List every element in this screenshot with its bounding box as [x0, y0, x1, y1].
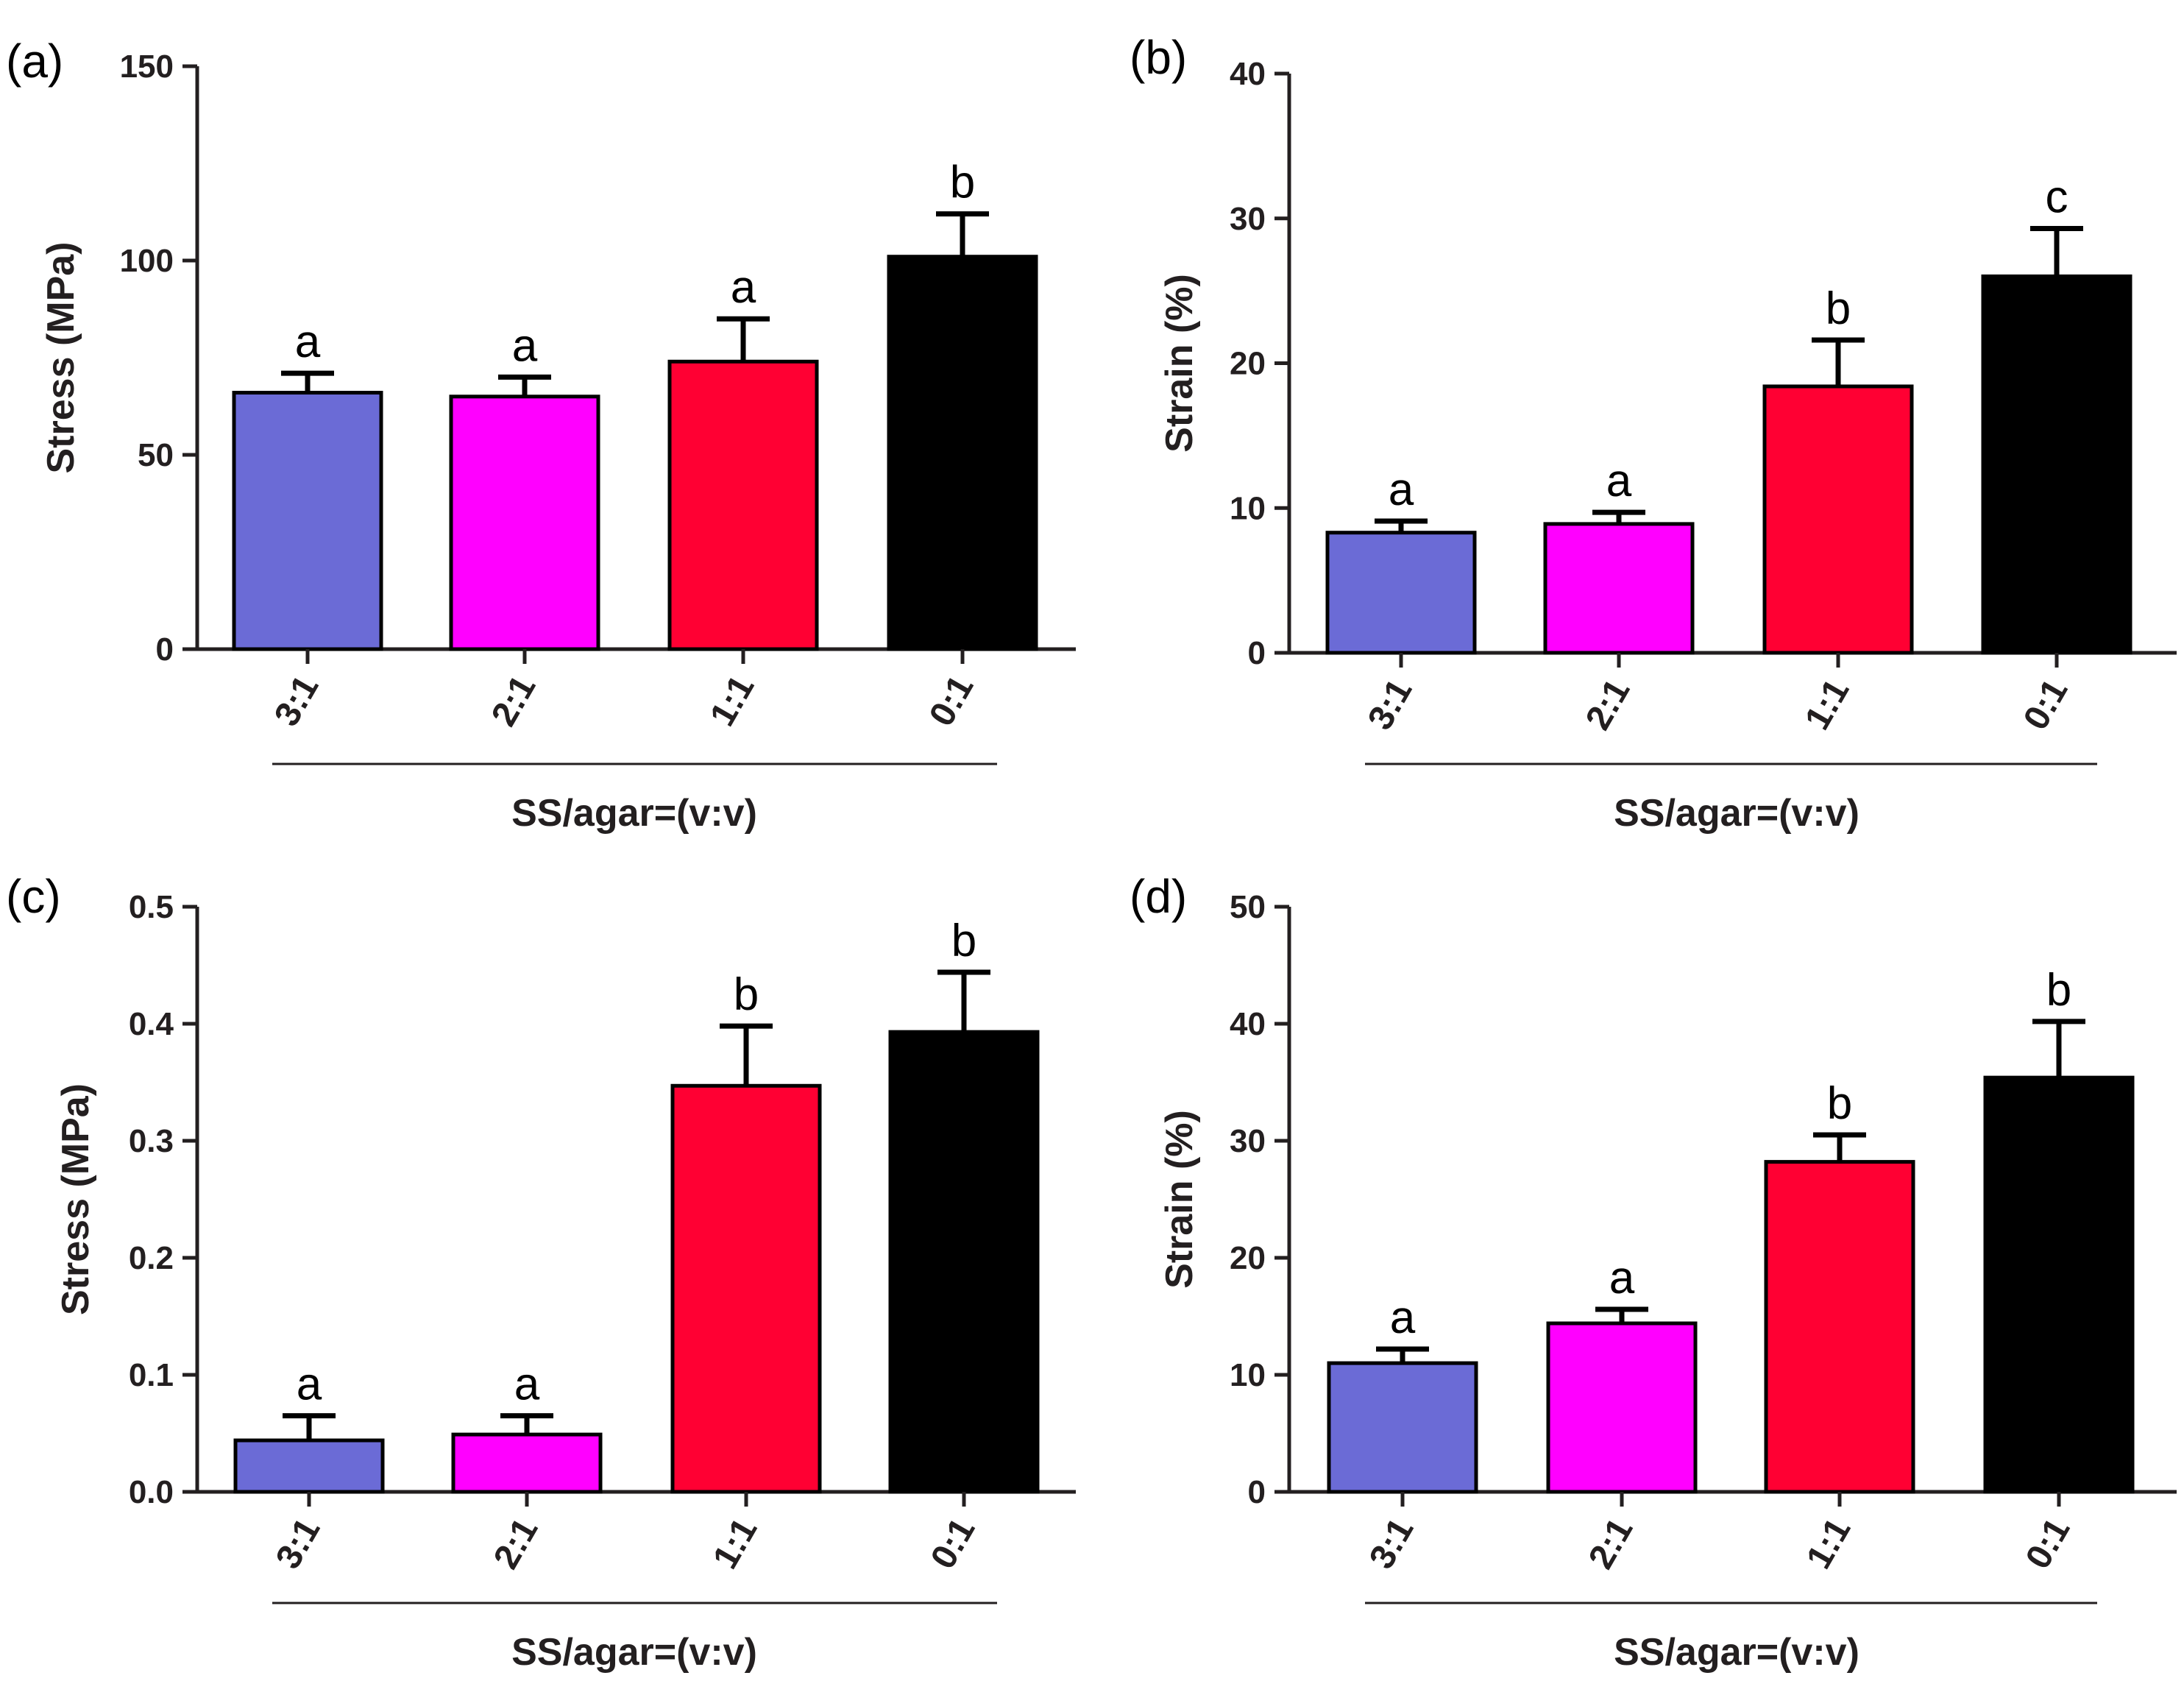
significance-letter: a [1606, 456, 1632, 506]
category-label: 0:1 [2018, 1512, 2078, 1576]
y-tick-label: 0.5 [129, 889, 174, 925]
bar [449, 394, 600, 651]
category-label: 2:1 [484, 669, 544, 733]
significance-letter: b [734, 969, 759, 1020]
category-label: 2:1 [486, 1512, 546, 1576]
bar [1983, 1075, 2135, 1494]
significance-letter: a [1390, 1292, 1416, 1343]
significance-letter: a [297, 1359, 322, 1410]
category-label: 3:1 [1361, 673, 1420, 737]
category-label: 1:1 [703, 669, 762, 733]
significance-letter: a [731, 262, 756, 313]
significance-letter: a [1609, 1253, 1635, 1303]
significance-letter: a [514, 1359, 540, 1410]
y-axis-title: Stress (MPa) [40, 242, 82, 474]
significance-letter: b [1827, 1078, 1852, 1129]
bar [1762, 384, 1914, 655]
y-tick-label: 0 [1248, 1474, 1266, 1510]
bar [670, 1083, 822, 1494]
y-axis-title: Strain (%) [1158, 1110, 1201, 1289]
x-axis-title: SS/agar=(v:v) [1614, 792, 1859, 835]
y-tick-label: 20 [1230, 1240, 1266, 1276]
y-tick-label: 20 [1230, 346, 1266, 382]
y-tick-label: 30 [1230, 1123, 1266, 1159]
category-label: 3:1 [1362, 1512, 1422, 1576]
y-axis-title: Stress (MPa) [54, 1083, 97, 1315]
category-label: 3:1 [267, 669, 327, 733]
panel-label: (c) [6, 870, 61, 923]
panel-label: (b) [1130, 31, 1187, 84]
significance-letter: a [295, 316, 321, 367]
bar [1327, 1361, 1478, 1494]
category-label: 1:1 [1799, 1512, 1859, 1576]
bar [1325, 531, 1477, 655]
chart-panel-c: (c) 0.0 0.1 0.2 0.3 0.4 0.5 Stress (MPa) a 3:1 a 2:… [6, 870, 1076, 1674]
y-tick-label: 40 [1230, 56, 1266, 92]
y-tick-label: 50 [138, 437, 174, 473]
bar [1546, 1321, 1698, 1494]
bar [887, 255, 1038, 651]
bar [1981, 274, 2132, 655]
y-axis-title: Strain (%) [1158, 274, 1201, 453]
significance-letter: b [950, 158, 975, 208]
y-tick-label: 40 [1230, 1006, 1266, 1042]
panel-label: (d) [1130, 870, 1187, 923]
x-axis-title: SS/agar=(v:v) [511, 792, 757, 835]
y-tick-label: 100 [120, 243, 174, 279]
y-tick-label: 0 [1248, 635, 1266, 671]
category-label: 1:1 [706, 1512, 765, 1576]
significance-letter: a [1389, 464, 1414, 515]
y-tick-label: 0.0 [129, 1474, 174, 1510]
significance-letter: b [951, 916, 976, 966]
category-label: 0:1 [923, 1512, 983, 1576]
y-tick-label: 0.2 [129, 1240, 174, 1276]
y-tick-label: 0.1 [129, 1357, 174, 1393]
x-axis-title: SS/agar=(v:v) [511, 1631, 757, 1674]
y-tick-label: 10 [1230, 490, 1266, 526]
bar [888, 1030, 1040, 1494]
bar [451, 1432, 603, 1494]
y-tick-label: 10 [1230, 1357, 1266, 1393]
significance-letter: c [2046, 172, 2068, 223]
bar [232, 391, 383, 651]
y-tick-label: 0.4 [129, 1006, 174, 1042]
bar [233, 1438, 385, 1494]
category-label: 3:1 [269, 1512, 328, 1576]
panel-label: (a) [6, 35, 63, 88]
significance-letter: a [512, 320, 538, 371]
significance-letter: b [2046, 965, 2071, 1016]
category-label: 2:1 [1581, 1512, 1641, 1576]
category-label: 1:1 [1798, 673, 1857, 737]
y-tick-label: 50 [1230, 889, 1266, 925]
category-label: 0:1 [922, 669, 982, 733]
y-tick-label: 150 [120, 49, 174, 85]
x-axis-title: SS/agar=(v:v) [1614, 1631, 1859, 1674]
category-label: 2:1 [1578, 673, 1638, 737]
y-tick-label: 30 [1230, 201, 1266, 237]
chart-panel-b: (b) 0 10 20 30 40 Strain (%) a 3:1 a 2:1 b 1:1 c 0:1 SS… [1130, 31, 2177, 835]
significance-letter: b [1826, 283, 1851, 334]
y-tick-label: 0 [156, 631, 174, 668]
y-tick-label: 0.3 [129, 1123, 174, 1159]
bar [1543, 522, 1695, 655]
chart-panel-a: (a) 0 50 100 150 Stress (MPa) a 3:1 a 2:1 a 1:1 b 0:1… [6, 35, 1076, 835]
bar [1764, 1160, 1915, 1494]
chart-panel-d: (d) 0 10 20 30 40 50 Strain (%) a 3:1 a 2:1 b 1:1 b 0:1… [1130, 870, 2177, 1674]
bar [667, 359, 819, 651]
category-label: 0:1 [2016, 673, 2076, 737]
